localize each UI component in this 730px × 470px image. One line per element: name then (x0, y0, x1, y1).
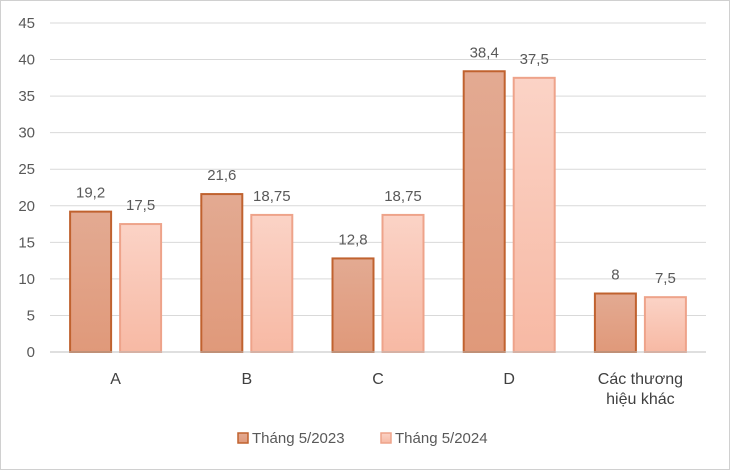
bar-series2-4 (643, 296, 687, 353)
y-tick-label: 25 (18, 161, 35, 178)
x-category-label: Các thương (598, 371, 683, 388)
data-label: 12,8 (338, 231, 367, 248)
bar-series1-0 (69, 210, 113, 353)
bar-series2-1 (250, 213, 294, 353)
data-label: 18,75 (253, 188, 291, 205)
data-label: 17,5 (126, 197, 155, 214)
y-tick-label: 30 (18, 125, 35, 142)
data-label: 38,4 (470, 44, 499, 61)
bar-series1-4 (593, 292, 637, 353)
legend: Tháng 5/2023 Tháng 5/2024 (237, 430, 488, 447)
y-tick-label: 45 (18, 15, 35, 32)
data-label: 21,6 (207, 167, 236, 184)
y-tick-label: 35 (18, 88, 35, 105)
y-tick-label: 40 (18, 52, 35, 69)
y-tick-label: 0 (27, 344, 35, 361)
bar-series1-2 (331, 257, 375, 354)
legend-swatch-series1 (237, 432, 249, 444)
data-label: 18,75 (384, 188, 422, 205)
data-label: 19,2 (76, 185, 105, 202)
y-axis: 0 5 10 15 20 25 30 35 40 45 (18, 15, 35, 361)
bar-series1-3 (462, 70, 506, 354)
y-tick-label: 10 (18, 271, 35, 288)
x-category-label: C (372, 371, 384, 388)
y-tick-label: 15 (18, 234, 35, 251)
x-category-label: hiệu khác (606, 391, 675, 408)
bar-series2-2 (381, 213, 425, 353)
bar-series1-1 (200, 193, 244, 353)
x-category-label: A (110, 371, 121, 388)
bars (69, 70, 687, 354)
x-category-label: D (503, 371, 515, 388)
data-labels: 19,2 17,5 21,6 18,75 12,8 18,75 38,4 37,5 8 7,5 (76, 44, 676, 287)
legend-label-series2: Tháng 5/2024 (395, 430, 488, 447)
y-tick-label: 20 (18, 198, 35, 215)
legend-label-series1: Tháng 5/2023 (252, 430, 345, 447)
x-axis: A B C D Các thương hiệu khác (50, 351, 706, 408)
bar-series2-3 (512, 76, 556, 353)
data-label: 8 (611, 267, 619, 284)
data-label: 37,5 (520, 51, 549, 68)
bar-series2-0 (119, 223, 163, 353)
x-category-label: B (241, 371, 252, 388)
y-tick-label: 5 (27, 307, 35, 324)
data-label: 7,5 (655, 270, 676, 287)
legend-swatch-series2 (380, 432, 392, 444)
